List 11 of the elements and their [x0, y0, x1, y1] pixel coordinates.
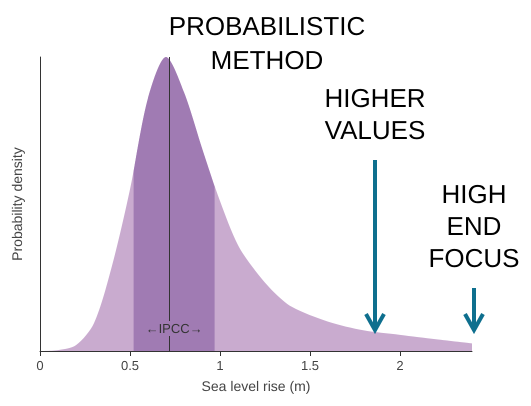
- x-tick-label: 2: [396, 358, 404, 373]
- y-axis-title: Probability density: [9, 147, 25, 261]
- x-axis-title: Sea level rise (m): [202, 378, 310, 394]
- x-tick-label: 1: [216, 358, 224, 373]
- annotation: HIGHER VALUES: [324, 83, 426, 145]
- chart-title: PROBABILISTIC METHOD: [168, 11, 366, 75]
- x-tick-label: 0.5: [120, 358, 140, 373]
- x-tick-label: 0: [36, 358, 44, 373]
- annotation: HIGH END FOCUS: [428, 179, 520, 273]
- x-tick-label: 1.5: [300, 358, 320, 373]
- annotation: ←IPCC→: [146, 321, 203, 336]
